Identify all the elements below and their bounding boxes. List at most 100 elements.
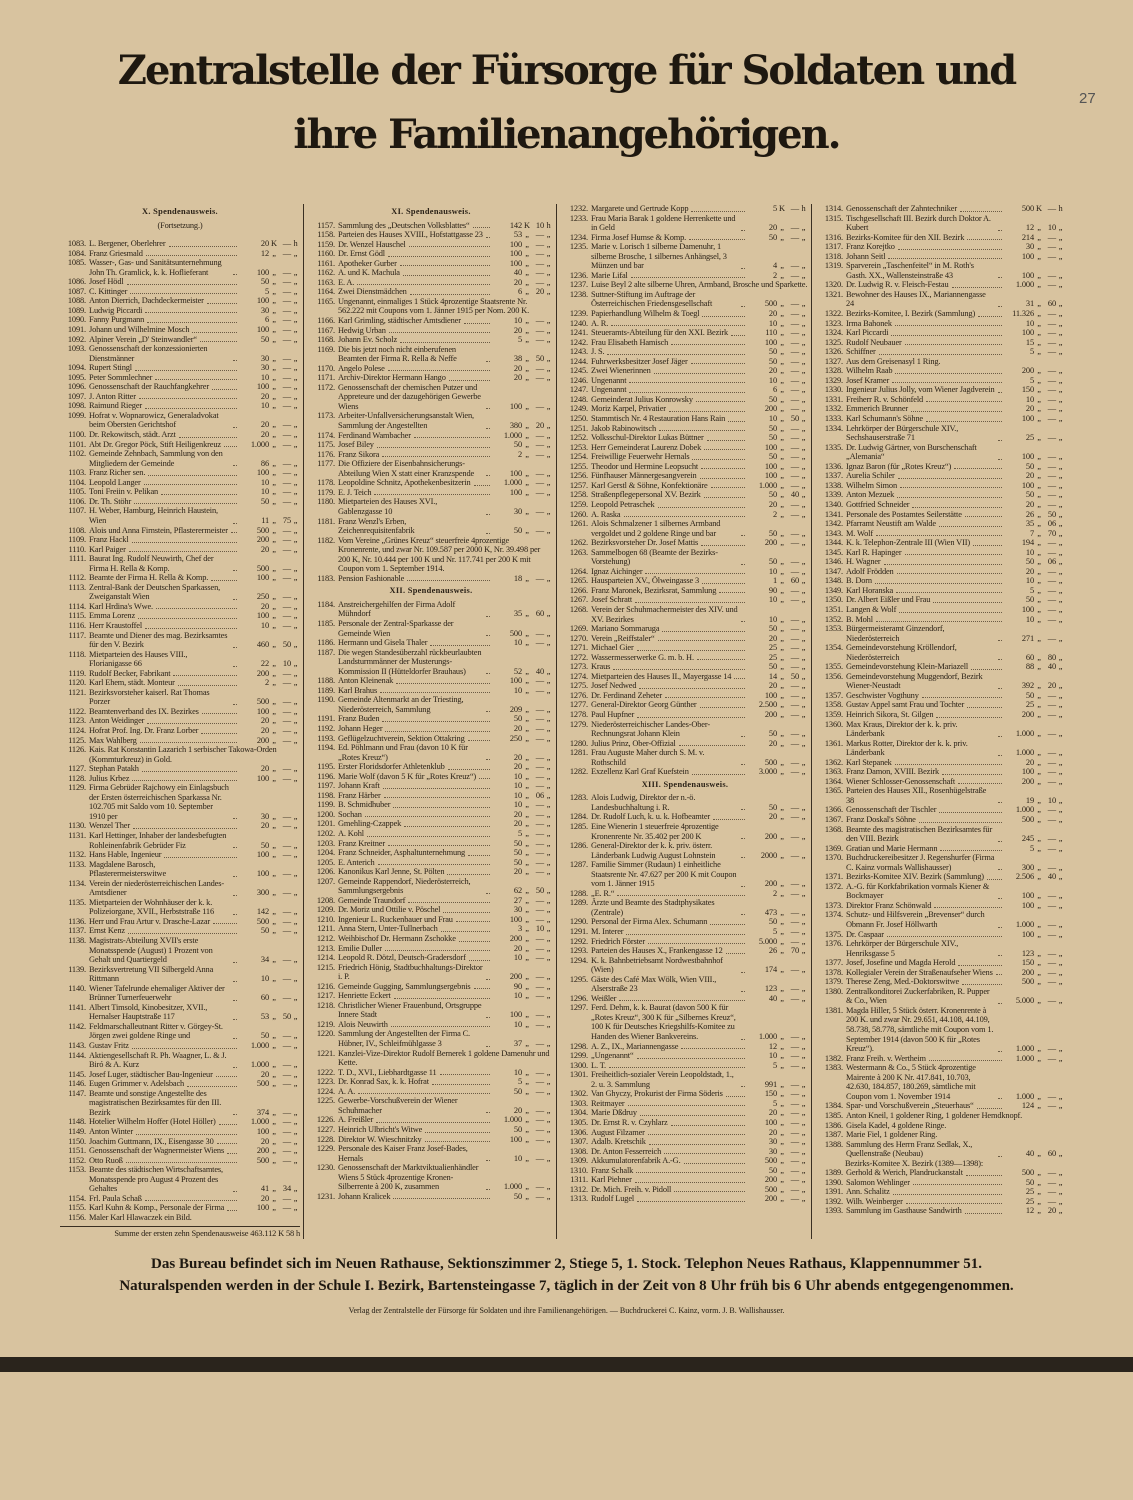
donor-name: Dr. Rudolf Luch, k. u. k. Hofbeamter <box>591 812 711 822</box>
heller-unit: h <box>293 239 298 249</box>
amount-heller: — <box>1047 690 1056 700</box>
donor-name: Gemeinde Traundorf <box>338 895 406 905</box>
heller-unit: „ <box>293 907 298 917</box>
amount-kronen: 25 <box>1025 1196 1034 1206</box>
heller-unit: „ <box>1058 223 1063 233</box>
heller-unit: „ <box>1058 576 1063 586</box>
amount-heller: — <box>790 1089 799 1099</box>
dot-leader <box>998 439 1002 441</box>
donation-entry: 1286. General-Direktor der k. k. priv. ös… <box>562 841 808 860</box>
donor-name: Alpiner Verein „D' Steinwandler“ <box>89 334 197 344</box>
entry-number: 1155. <box>68 1203 86 1213</box>
kronen-unit: „ <box>1037 595 1041 605</box>
amount: 10 „ — „ <box>240 373 300 383</box>
amount-kronen: 20 <box>260 391 269 401</box>
donation-entry: 1226. A. Freißler 1.000 „ — „ <box>309 1115 553 1125</box>
dot-leader <box>380 692 490 694</box>
donation-entry: 1266. Franz Maronek, Bezirksrat, Sammlung… <box>562 586 808 596</box>
amount-kronen: 10 <box>1025 614 1034 624</box>
entry-body: Alois Neuwirth 10 „ — „ <box>338 1020 553 1030</box>
amount: 10 „ — „ <box>240 401 300 411</box>
heller-unit: „ <box>546 676 551 686</box>
entry-body: Josef Schratt 10 „ — „ <box>591 595 808 605</box>
entry-body: Spar- und Vorschußverein „Steuerhaus“ 124… <box>846 1101 1065 1111</box>
entry-body: Beamte der Firma H. Rella & Komp. 100 „ — „ <box>89 573 300 583</box>
heller-unit: „ <box>1058 700 1063 710</box>
amount-kronen: 1 <box>772 576 777 586</box>
amount: 19 „ 10 „ <box>1005 796 1065 806</box>
donation-entry: 1137. Ernst Kenz 50 „ — „ <box>60 926 300 936</box>
amount-heller: — <box>535 867 544 877</box>
heller-unit: „ <box>1058 557 1063 567</box>
amount-heller: — <box>282 601 291 611</box>
donation-entry: 1212. Weihbischof Dr. Hermann Zschokke 200… <box>309 934 553 944</box>
entry-number: 1326. <box>824 347 843 357</box>
entry-number: 1311. <box>570 1175 588 1185</box>
amount: 50 „ — „ <box>240 497 300 507</box>
kronen-unit: „ <box>1037 461 1041 471</box>
kronen-unit: „ <box>1037 920 1041 930</box>
amount: 209 „ — „ <box>493 705 553 715</box>
heller-unit: „ <box>1058 729 1063 739</box>
heller-unit: „ <box>293 1184 298 1194</box>
entry-body: Johann und Wilhelmine Mosch 100 „ — „ <box>89 325 300 335</box>
dot-leader <box>998 640 1002 642</box>
heller-unit: „ <box>1058 251 1063 261</box>
entry-body: Heinrich Sikora, St. Gilgen 200 „ — „ <box>846 710 1065 720</box>
donor-name: Arbeiter-Unfallversicherungsanstalt Wien… <box>338 411 474 431</box>
entry-number: 1199. <box>317 800 335 810</box>
amount-heller: — <box>282 764 291 774</box>
donation-entry: 1205. E. Anterich 50 „ — „ <box>309 858 553 868</box>
kronen-unit: „ <box>1037 891 1041 901</box>
kronen-unit: „ <box>780 337 784 347</box>
dot-leader <box>126 283 237 285</box>
entry-number: 1207. <box>316 876 335 886</box>
heller-unit: „ <box>801 347 806 357</box>
entry-body: B. Schmidhuber 10 „ — „ <box>338 800 553 810</box>
dot-leader <box>998 735 1002 737</box>
dot-leader <box>619 1000 745 1002</box>
amount-kronen: 86 <box>260 458 269 468</box>
amount-heller: — <box>535 943 544 953</box>
amount: 15 „ — „ <box>1005 338 1065 348</box>
amount-kronen: 50 <box>768 802 777 812</box>
donation-entry: 1362. Karl Stepanek 20 „ — „ <box>817 758 1065 768</box>
entry-number: 1163. <box>317 277 335 287</box>
kronen-unit: „ <box>1037 815 1041 824</box>
entry-body: Franz Schneider, Asphaltunternehmung 50 „ —… <box>338 848 553 858</box>
entry-body: Beamte des städtischen Wirtschaftsamtes,… <box>89 1165 300 1194</box>
dot-leader <box>385 730 490 732</box>
amount-heller: — <box>790 385 799 395</box>
donor-name: Magistrats-Abteilung XVII's erste Monats… <box>89 936 213 965</box>
donor-name: M. Interer <box>591 927 624 937</box>
entry-number: 1372. <box>824 881 843 891</box>
amount-kronen: 214 <box>1021 232 1034 242</box>
entry-body: Erster Floridsdorfer Athletenklub 20 „ — „ <box>338 762 553 772</box>
entry-body: Gemeinde Gugging, Sammlungsergebnis 90 „ — „ <box>338 982 553 992</box>
entry-body: Jakob Rabinowitsch 50 „ — „ <box>591 424 808 434</box>
dot-leader <box>998 659 1002 661</box>
kronen-unit: „ <box>1037 251 1041 261</box>
donor-name: Rudolf Becker, Fabrikant <box>89 668 171 678</box>
entry-number: 1174. <box>317 430 335 440</box>
entry-number: 1083. <box>67 239 86 249</box>
amount: 1 „ 60 „ <box>748 576 808 586</box>
amount: 10 „ — „ <box>493 781 553 791</box>
donation-entry: 1243. J. S. 50 „ — „ <box>562 347 808 357</box>
amount-heller: 10 <box>1047 795 1056 805</box>
kronen-unit: „ <box>780 347 784 357</box>
donor-name: Ingenieur L. Ruckenbauer und Frau <box>338 914 453 924</box>
dot-leader <box>458 940 490 942</box>
donation-entry: 1088. Anton Dierrich, Dachdeckermeister 10… <box>60 296 300 306</box>
kronen-unit: „ <box>1037 633 1041 643</box>
kronen-unit: „ <box>1037 681 1041 691</box>
donation-entry: 1089. Ludwig Piccardi 30 „ — „ <box>60 306 300 316</box>
entry-body: Genossenschaft der Tischler 1.000 „ — „ <box>846 805 1065 815</box>
amount-heller: — <box>535 981 544 991</box>
entry-number: 1315. <box>824 213 843 223</box>
heller-unit: „ <box>1058 662 1063 672</box>
amount-heller: — <box>1047 1187 1056 1197</box>
heller-unit: „ <box>801 509 806 519</box>
amount: 20 „ — „ <box>493 762 553 772</box>
entry-body: Buchdruckereibesitzer J. Regenshurfer (F… <box>846 853 1065 872</box>
